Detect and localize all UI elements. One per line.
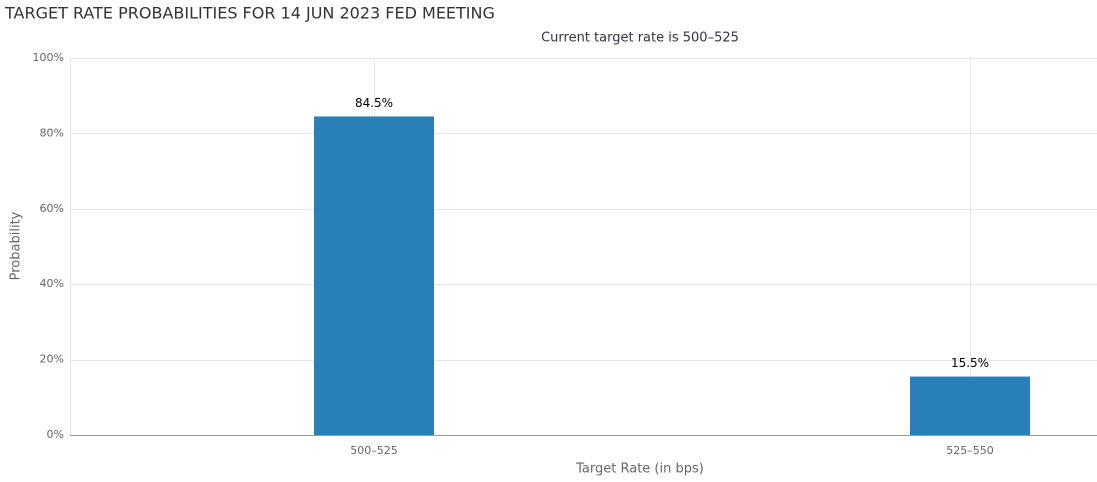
- data-label: 15.5%: [951, 356, 989, 370]
- x-axis-label: Target Rate (in bps): [575, 462, 704, 477]
- y-axis-label: Probability: [9, 211, 24, 280]
- chart-title: TARGET RATE PROBABILITIES FOR 14 JUN 202…: [4, 4, 495, 23]
- bar: [314, 116, 434, 435]
- bar: [910, 376, 1030, 435]
- x-tick-label: 525–550: [946, 444, 994, 457]
- y-tick-label: 80%: [40, 126, 64, 139]
- y-tick-label: 0%: [47, 428, 64, 441]
- data-label: 84.5%: [355, 96, 393, 110]
- y-tick-label: 40%: [40, 277, 64, 290]
- y-tick-label: 20%: [40, 353, 64, 366]
- chart-subtitle: Current target rate is 500–525: [541, 31, 739, 46]
- x-tick-label: 500–525: [350, 444, 398, 457]
- y-tick-label: 60%: [40, 202, 64, 215]
- y-tick-label: 100%: [33, 51, 64, 64]
